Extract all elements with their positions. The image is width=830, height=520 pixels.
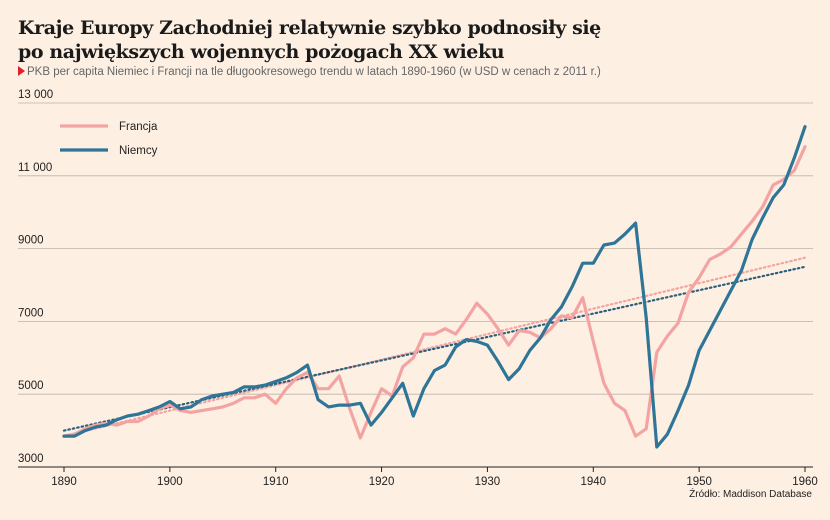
y-tick-label: 3000 <box>18 453 44 465</box>
chart-title: Kraje Europy Zachodniej relatywnie szybk… <box>18 16 818 64</box>
series-line-niemcy <box>62 125 807 449</box>
legend-label: Niemcy <box>119 145 158 157</box>
chart-subtitle: PKB per capita Niemiec i Francji na tle … <box>18 66 818 78</box>
x-tick-label: 1930 <box>475 476 501 488</box>
x-tick-label: 1890 <box>51 476 77 488</box>
y-axis-labels: 3000 5000 7000 9000 11 000 13 000 <box>18 89 53 465</box>
y-tick-label: 9000 <box>18 235 44 247</box>
x-tick-label: 1900 <box>157 476 183 488</box>
x-tick-label: 1960 <box>792 476 818 488</box>
trend-line-niemcy <box>62 265 807 432</box>
source-note: Źródło: Maddison Database <box>689 489 812 500</box>
red-triangle-icon <box>18 66 25 76</box>
series-line-francja <box>62 145 807 440</box>
chart-subtitle-text: PKB per capita Niemiec i Francji na tle … <box>27 66 601 78</box>
y-tick-label: 13 000 <box>18 89 53 101</box>
x-tick-label: 1950 <box>686 476 712 488</box>
series-group <box>62 125 807 449</box>
y-tick-label: 7000 <box>18 307 44 319</box>
x-tick-label: 1940 <box>580 476 606 488</box>
chart-title-line1: Kraje Europy Zachodniej relatywnie szybk… <box>18 17 601 39</box>
x-tick-label: 1920 <box>369 476 395 488</box>
legend: Francja Niemcy <box>60 121 158 157</box>
x-tick-label: 1910 <box>263 476 289 488</box>
x-axis: 1890 1900 1910 1920 1930 1940 1950 1960 <box>18 466 818 488</box>
chart-title-line2: po największych wojennych pożogach XX wi… <box>18 41 505 63</box>
y-tick-label: 11 000 <box>18 162 52 174</box>
y-tick-label: 5000 <box>18 380 44 392</box>
legend-label: Francja <box>119 121 158 133</box>
